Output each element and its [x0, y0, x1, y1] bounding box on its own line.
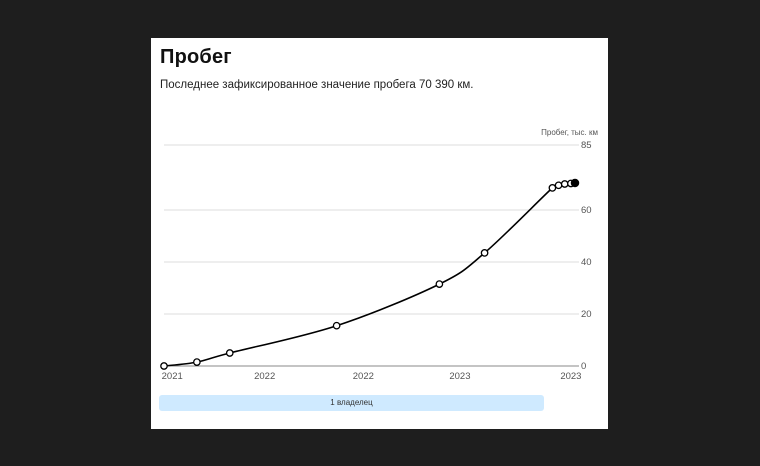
y-tick-label: 85 — [581, 140, 592, 151]
data-point[interactable] — [193, 358, 201, 366]
data-point[interactable] — [554, 181, 563, 190]
y-tick-label: 40 — [581, 257, 592, 268]
y-axis-label: Пробег, тыс. км — [541, 128, 598, 137]
data-point[interactable] — [225, 349, 234, 357]
x-tick-label: 2023 — [449, 371, 470, 382]
x-tick-label: 2022 — [254, 371, 275, 382]
owners-bar: 1 владелец — [159, 395, 544, 411]
data-point[interactable] — [435, 280, 444, 288]
y-tick-label: 60 — [581, 205, 592, 216]
card-subtitle: Последнее зафиксированное значение пробе… — [160, 79, 474, 91]
mileage-chart: 0 20 40 60 85 2021 2022 2022 2023 2023 — [160, 140, 592, 382]
card-title: Пробег — [160, 46, 232, 68]
mileage-card: Пробег Последнее зафиксированное значени… — [151, 38, 608, 429]
data-point[interactable] — [480, 249, 489, 257]
data-point[interactable] — [560, 180, 569, 188]
x-tick-label: 2022 — [353, 371, 374, 382]
data-point[interactable] — [570, 178, 580, 188]
x-tick-label: 2023 — [560, 371, 581, 382]
data-point[interactable] — [332, 321, 341, 330]
y-tick-label: 0 — [581, 361, 586, 372]
data-point[interactable] — [160, 362, 168, 370]
data-point[interactable] — [548, 184, 557, 192]
y-tick-label: 20 — [581, 309, 592, 320]
x-tick-label: 2021 — [162, 371, 183, 382]
